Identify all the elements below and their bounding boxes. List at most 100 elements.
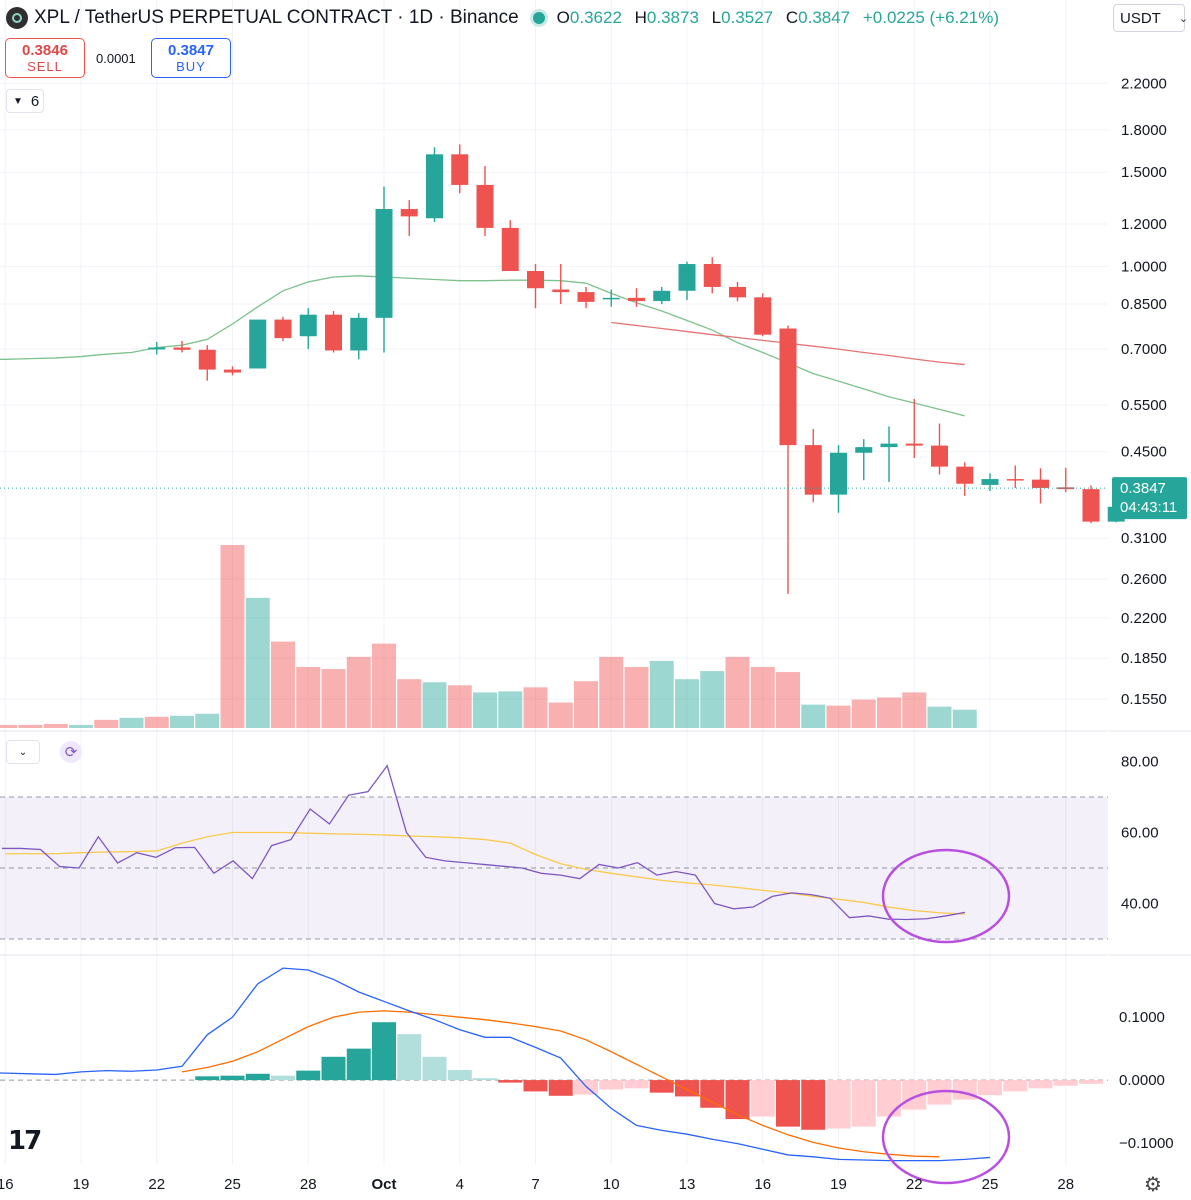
gear-icon[interactable]: ⚙ (1144, 1174, 1162, 1196)
macd-histogram-bar (826, 1080, 851, 1129)
volume-bar (473, 692, 497, 728)
symbol-title[interactable]: XPL / TetherUS PERPETUAL CONTRACT · 1D ·… (34, 7, 519, 28)
time-axis-label: 13 (679, 1176, 696, 1193)
macd-histogram-bar (271, 1075, 295, 1081)
price-axis-label: 0.1850 (1121, 650, 1167, 667)
macd-histogram-bar (624, 1080, 649, 1089)
candle-body (956, 466, 974, 484)
currency-select[interactable]: USDT ⌄ (1113, 4, 1189, 32)
volume-bar (750, 667, 775, 728)
candle-body (249, 319, 267, 369)
time-axis-label: 4 (456, 1176, 464, 1193)
volume-bar (170, 715, 194, 728)
price-axis-label: 0.3100 (1121, 530, 1167, 547)
candle-body (678, 264, 696, 291)
macd-histogram-bar (1003, 1080, 1028, 1092)
macd-line (0, 967, 991, 1162)
volume-bar (119, 717, 144, 728)
price-axis-label: 0.5500 (1121, 397, 1167, 414)
current-price-label: 0.3847 (1120, 480, 1166, 497)
price-axis-label: 0.2600 (1121, 571, 1167, 588)
volume-bar (422, 682, 447, 728)
tradingview-logo-icon[interactable]: 17 (8, 1126, 42, 1156)
macd-histogram-bar (447, 1070, 472, 1081)
candle-body (653, 290, 671, 302)
candle-body (552, 289, 570, 293)
volume-bar (952, 709, 977, 728)
candle-body (1057, 487, 1075, 490)
volume-bar (927, 706, 952, 728)
volume-bar (902, 692, 927, 728)
candle-body (1082, 489, 1100, 522)
candle-body (931, 445, 948, 467)
candle-body (855, 447, 873, 453)
chart-header: XPL / TetherUS PERPETUAL CONTRACT · 1D ·… (0, 0, 1100, 36)
time-axis-label: 7 (531, 1176, 539, 1193)
time-axis-label: 28 (300, 1176, 317, 1193)
candle-body (224, 369, 241, 373)
macd-histogram-bar (473, 1078, 497, 1081)
macd-histogram-bar (649, 1080, 674, 1093)
volume-bar (321, 669, 346, 728)
volume-bar (776, 672, 800, 728)
time-axis-label: 19 (830, 1176, 847, 1193)
volume-bar (548, 702, 573, 728)
candle-body (1006, 479, 1024, 481)
candle-body (148, 347, 166, 350)
macd-histogram-bar (195, 1076, 220, 1081)
buy-button[interactable]: 0.3847 BUY (151, 38, 231, 78)
volume-bar (599, 656, 624, 728)
candle-body (198, 349, 216, 370)
countdown-label: 04:43:11 (1120, 499, 1177, 516)
buy-label: BUY (176, 59, 206, 74)
volume-bar (195, 713, 220, 728)
volume-bar (877, 697, 901, 728)
candle-body (400, 209, 418, 217)
macd-axis-label: 0.0000 (1119, 1072, 1165, 1089)
volume-bar (94, 719, 119, 728)
macd-histogram-bar (372, 1022, 396, 1081)
time-axis-label: 16 (0, 1176, 14, 1193)
volume-bar (447, 685, 472, 728)
indicators-toggle[interactable]: ▼ 6 (6, 89, 44, 113)
sell-button[interactable]: 0.3846 SELL (5, 38, 85, 78)
macd-histogram-bar (574, 1080, 598, 1095)
candle-body (299, 314, 317, 337)
candle-body (880, 443, 898, 448)
macd-histogram-bar (397, 1034, 422, 1081)
rsi-axis-label: 60.00 (1121, 824, 1159, 841)
macd-histogram-bar (346, 1048, 371, 1081)
macd-histogram-bar (296, 1070, 321, 1081)
candle-body (375, 209, 393, 318)
candle-body (779, 328, 797, 446)
exchange-logo-icon (6, 7, 28, 29)
volume-bar (69, 724, 93, 728)
time-axis-label: 10 (603, 1176, 620, 1193)
candle-body (476, 184, 494, 228)
macd-histogram-bar (548, 1080, 573, 1096)
macd-histogram-bar (851, 1080, 876, 1127)
price-axis-label: 0.7000 (1121, 341, 1167, 358)
volume-bar (675, 679, 699, 728)
sync-icon[interactable]: ⟳ (60, 741, 82, 763)
candle-body (830, 452, 847, 495)
macd-histogram-bar (1028, 1080, 1053, 1089)
rsi-collapse-button[interactable]: ⌄ (6, 740, 40, 764)
annotation-circle (881, 1089, 1011, 1185)
price-axis-label: 0.8500 (1121, 296, 1167, 313)
candle-body (426, 154, 443, 219)
candle-body (451, 154, 469, 185)
volume-bar (851, 699, 876, 728)
chevron-down-icon: ⌄ (1178, 12, 1189, 25)
moving-average-line (0, 275, 965, 417)
volume-bar (245, 597, 270, 728)
candle-body (754, 297, 772, 335)
candle-body (1032, 479, 1049, 488)
spread-value: 0.0001 (96, 51, 136, 66)
price-axis-label: 1.5000 (1121, 164, 1167, 181)
rsi-line (2, 764, 966, 921)
candle-body (274, 319, 292, 339)
volume-bar (649, 660, 674, 728)
macd-signal-line (181, 1010, 940, 1158)
